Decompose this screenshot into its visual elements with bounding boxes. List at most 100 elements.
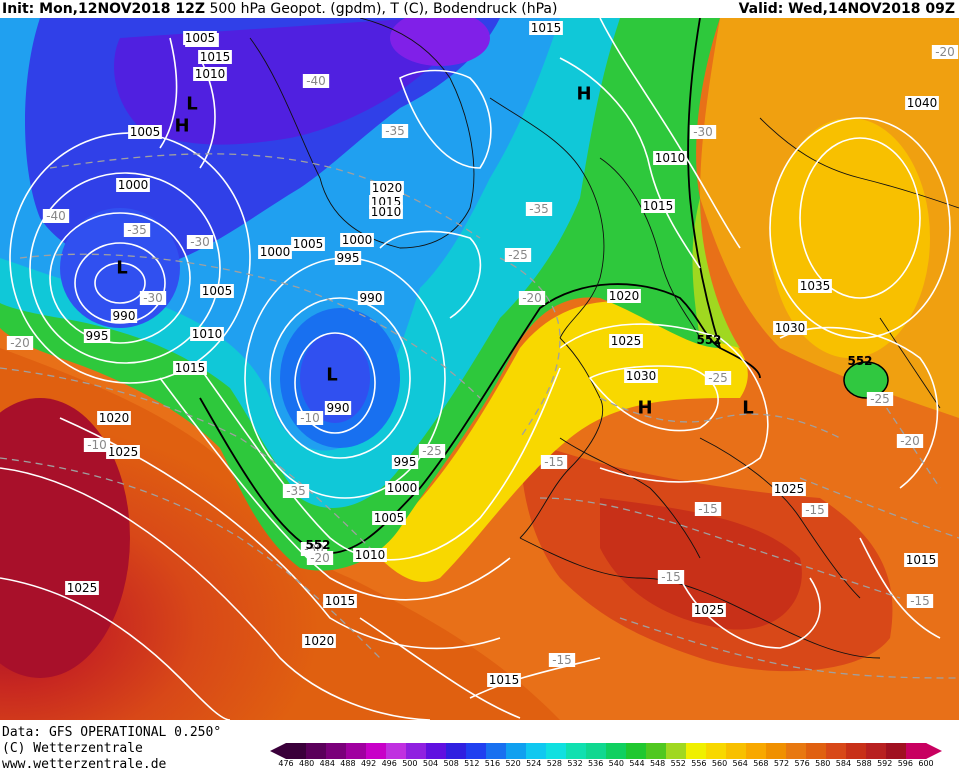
svg-text:1015: 1015 xyxy=(643,199,674,213)
isotherm-label: -30 xyxy=(139,291,167,305)
colorbar-cell xyxy=(546,743,567,759)
svg-text:1020: 1020 xyxy=(99,411,130,425)
svg-text:-20: -20 xyxy=(310,551,330,565)
svg-text:-35: -35 xyxy=(529,202,549,216)
isobar-label: 1005 xyxy=(372,511,406,525)
colorbar-tick-label: 548 xyxy=(649,759,666,768)
colorbar-cell xyxy=(486,743,507,759)
isotherm-label: -35 xyxy=(123,223,151,237)
colorbar-cell xyxy=(846,743,867,759)
isobar-label: 1000 xyxy=(116,178,150,192)
svg-text:1035: 1035 xyxy=(800,279,831,293)
isotherm-label: -10 xyxy=(296,411,324,425)
colorbar-tick-label: 492 xyxy=(360,759,377,768)
colorbar-tick-label: 512 xyxy=(464,759,480,768)
violet-region xyxy=(114,18,441,145)
svg-text:L: L xyxy=(186,94,197,115)
valid-time: Valid: Wed,14NOV2018 09Z xyxy=(738,1,955,17)
svg-text:1005: 1005 xyxy=(202,284,233,298)
colorbar-tick-label: 556 xyxy=(691,759,707,768)
isobar-label: 990 xyxy=(110,309,138,323)
colorbar-cell xyxy=(566,743,587,759)
isotherm-label: -25 xyxy=(704,371,732,385)
svg-text:-10: -10 xyxy=(87,438,107,452)
data-source: Data: GFS OPERATIONAL 0.250° xyxy=(2,725,222,740)
svg-text:990: 990 xyxy=(360,291,383,305)
copyright: (C) Wetterzentrale xyxy=(2,741,143,756)
svg-text:1025: 1025 xyxy=(611,334,642,348)
pressure-center-H: H xyxy=(576,84,591,105)
svg-text:1040: 1040 xyxy=(907,96,938,110)
svg-text:552: 552 xyxy=(847,354,872,368)
svg-text:-25: -25 xyxy=(708,371,728,385)
product-title: 500 hPa Geopot. (gpdm), T (C), Bodendruc… xyxy=(209,1,558,17)
svg-text:1010: 1010 xyxy=(355,548,386,562)
svg-text:-30: -30 xyxy=(143,291,163,305)
geopot-552-label: 552 xyxy=(696,333,721,347)
svg-text:L: L xyxy=(326,365,337,386)
colorbar-max-arrow xyxy=(926,743,942,759)
isobar-label: 1000 xyxy=(340,233,374,247)
isotherm-label: -10 xyxy=(83,438,111,452)
svg-text:H: H xyxy=(174,116,189,137)
svg-text:H: H xyxy=(637,398,652,419)
isotherm-label: -35 xyxy=(381,124,409,138)
purple-core xyxy=(390,18,490,66)
svg-text:1025: 1025 xyxy=(108,445,139,459)
isotherm-label: -30 xyxy=(689,125,717,139)
isobar-label: 1015 xyxy=(487,673,521,687)
colorbar-tick-label: 540 xyxy=(608,759,624,768)
svg-text:1020: 1020 xyxy=(304,634,335,648)
svg-text:1015: 1015 xyxy=(906,553,937,567)
colorbar-tick-label: 584 xyxy=(835,759,852,768)
colorbar-cell xyxy=(306,743,327,759)
isobar-label: 1020 xyxy=(302,634,336,648)
svg-text:L: L xyxy=(742,398,753,419)
isobar-label: 1005 xyxy=(200,284,234,298)
svg-text:-25: -25 xyxy=(422,444,442,458)
colorbar-cell xyxy=(286,743,307,759)
svg-text:1015: 1015 xyxy=(325,594,356,608)
svg-text:H: H xyxy=(576,84,591,105)
svg-text:1010: 1010 xyxy=(371,205,402,219)
isobar-label: 1035 xyxy=(798,279,832,293)
pressure-labels: 1020 1015 1010 1005 1000 995 990 1020 1015 1010 10… xyxy=(65,21,939,687)
svg-text:990: 990 xyxy=(113,309,136,323)
colorbar-cell xyxy=(466,743,487,759)
isotherm-label: -20 xyxy=(518,291,546,305)
isobar-label: 1005 xyxy=(183,31,217,45)
colorbar-cell xyxy=(586,743,607,759)
isotherm-label: -40 xyxy=(42,209,70,223)
isotherm-label: -20 xyxy=(896,434,924,448)
colorbar-tick-label: 544 xyxy=(629,759,645,768)
isotherm-label: -25 xyxy=(866,392,894,406)
isotherm-label: -15 xyxy=(906,594,934,608)
svg-text:-25: -25 xyxy=(870,392,890,406)
colorbar-cell xyxy=(446,743,467,759)
isobar-label: 990 xyxy=(357,291,385,305)
isobar-label: 1020 xyxy=(97,411,131,425)
weather-map: 1020 1015 1010 1005 1000 995 990 1020 1015 1010 10… xyxy=(0,18,959,720)
isobar-label: 1015 xyxy=(529,21,563,35)
svg-text:-25: -25 xyxy=(508,248,528,262)
svg-text:1015: 1015 xyxy=(531,21,562,35)
svg-text:990: 990 xyxy=(327,401,350,415)
isobar-label: 995 xyxy=(334,251,362,265)
warmest-core xyxy=(0,398,130,678)
isobar-label: 1010 xyxy=(653,151,687,165)
svg-text:1020: 1020 xyxy=(609,289,640,303)
colorbar-tick-label: 524 xyxy=(526,759,542,768)
temperature-labels: -40 -40 -35 -35 -30 -30 -35 -30 -25 -20 -20 -10 -10 -… xyxy=(6,45,959,667)
colorbar-tick-label: 476 xyxy=(278,759,294,768)
svg-text:-35: -35 xyxy=(286,484,306,498)
colorbar-tick-label: 484 xyxy=(319,759,335,768)
colorbar-cell xyxy=(626,743,647,759)
svg-text:-20: -20 xyxy=(935,45,955,59)
colorbar-tick-label: 576 xyxy=(794,759,810,768)
svg-text:1010: 1010 xyxy=(195,67,226,81)
pressure-center-H: H xyxy=(174,116,189,137)
colorbar xyxy=(270,743,942,759)
isobar-label: 1040 xyxy=(905,96,939,110)
isobar-label: 1025 xyxy=(106,445,140,459)
